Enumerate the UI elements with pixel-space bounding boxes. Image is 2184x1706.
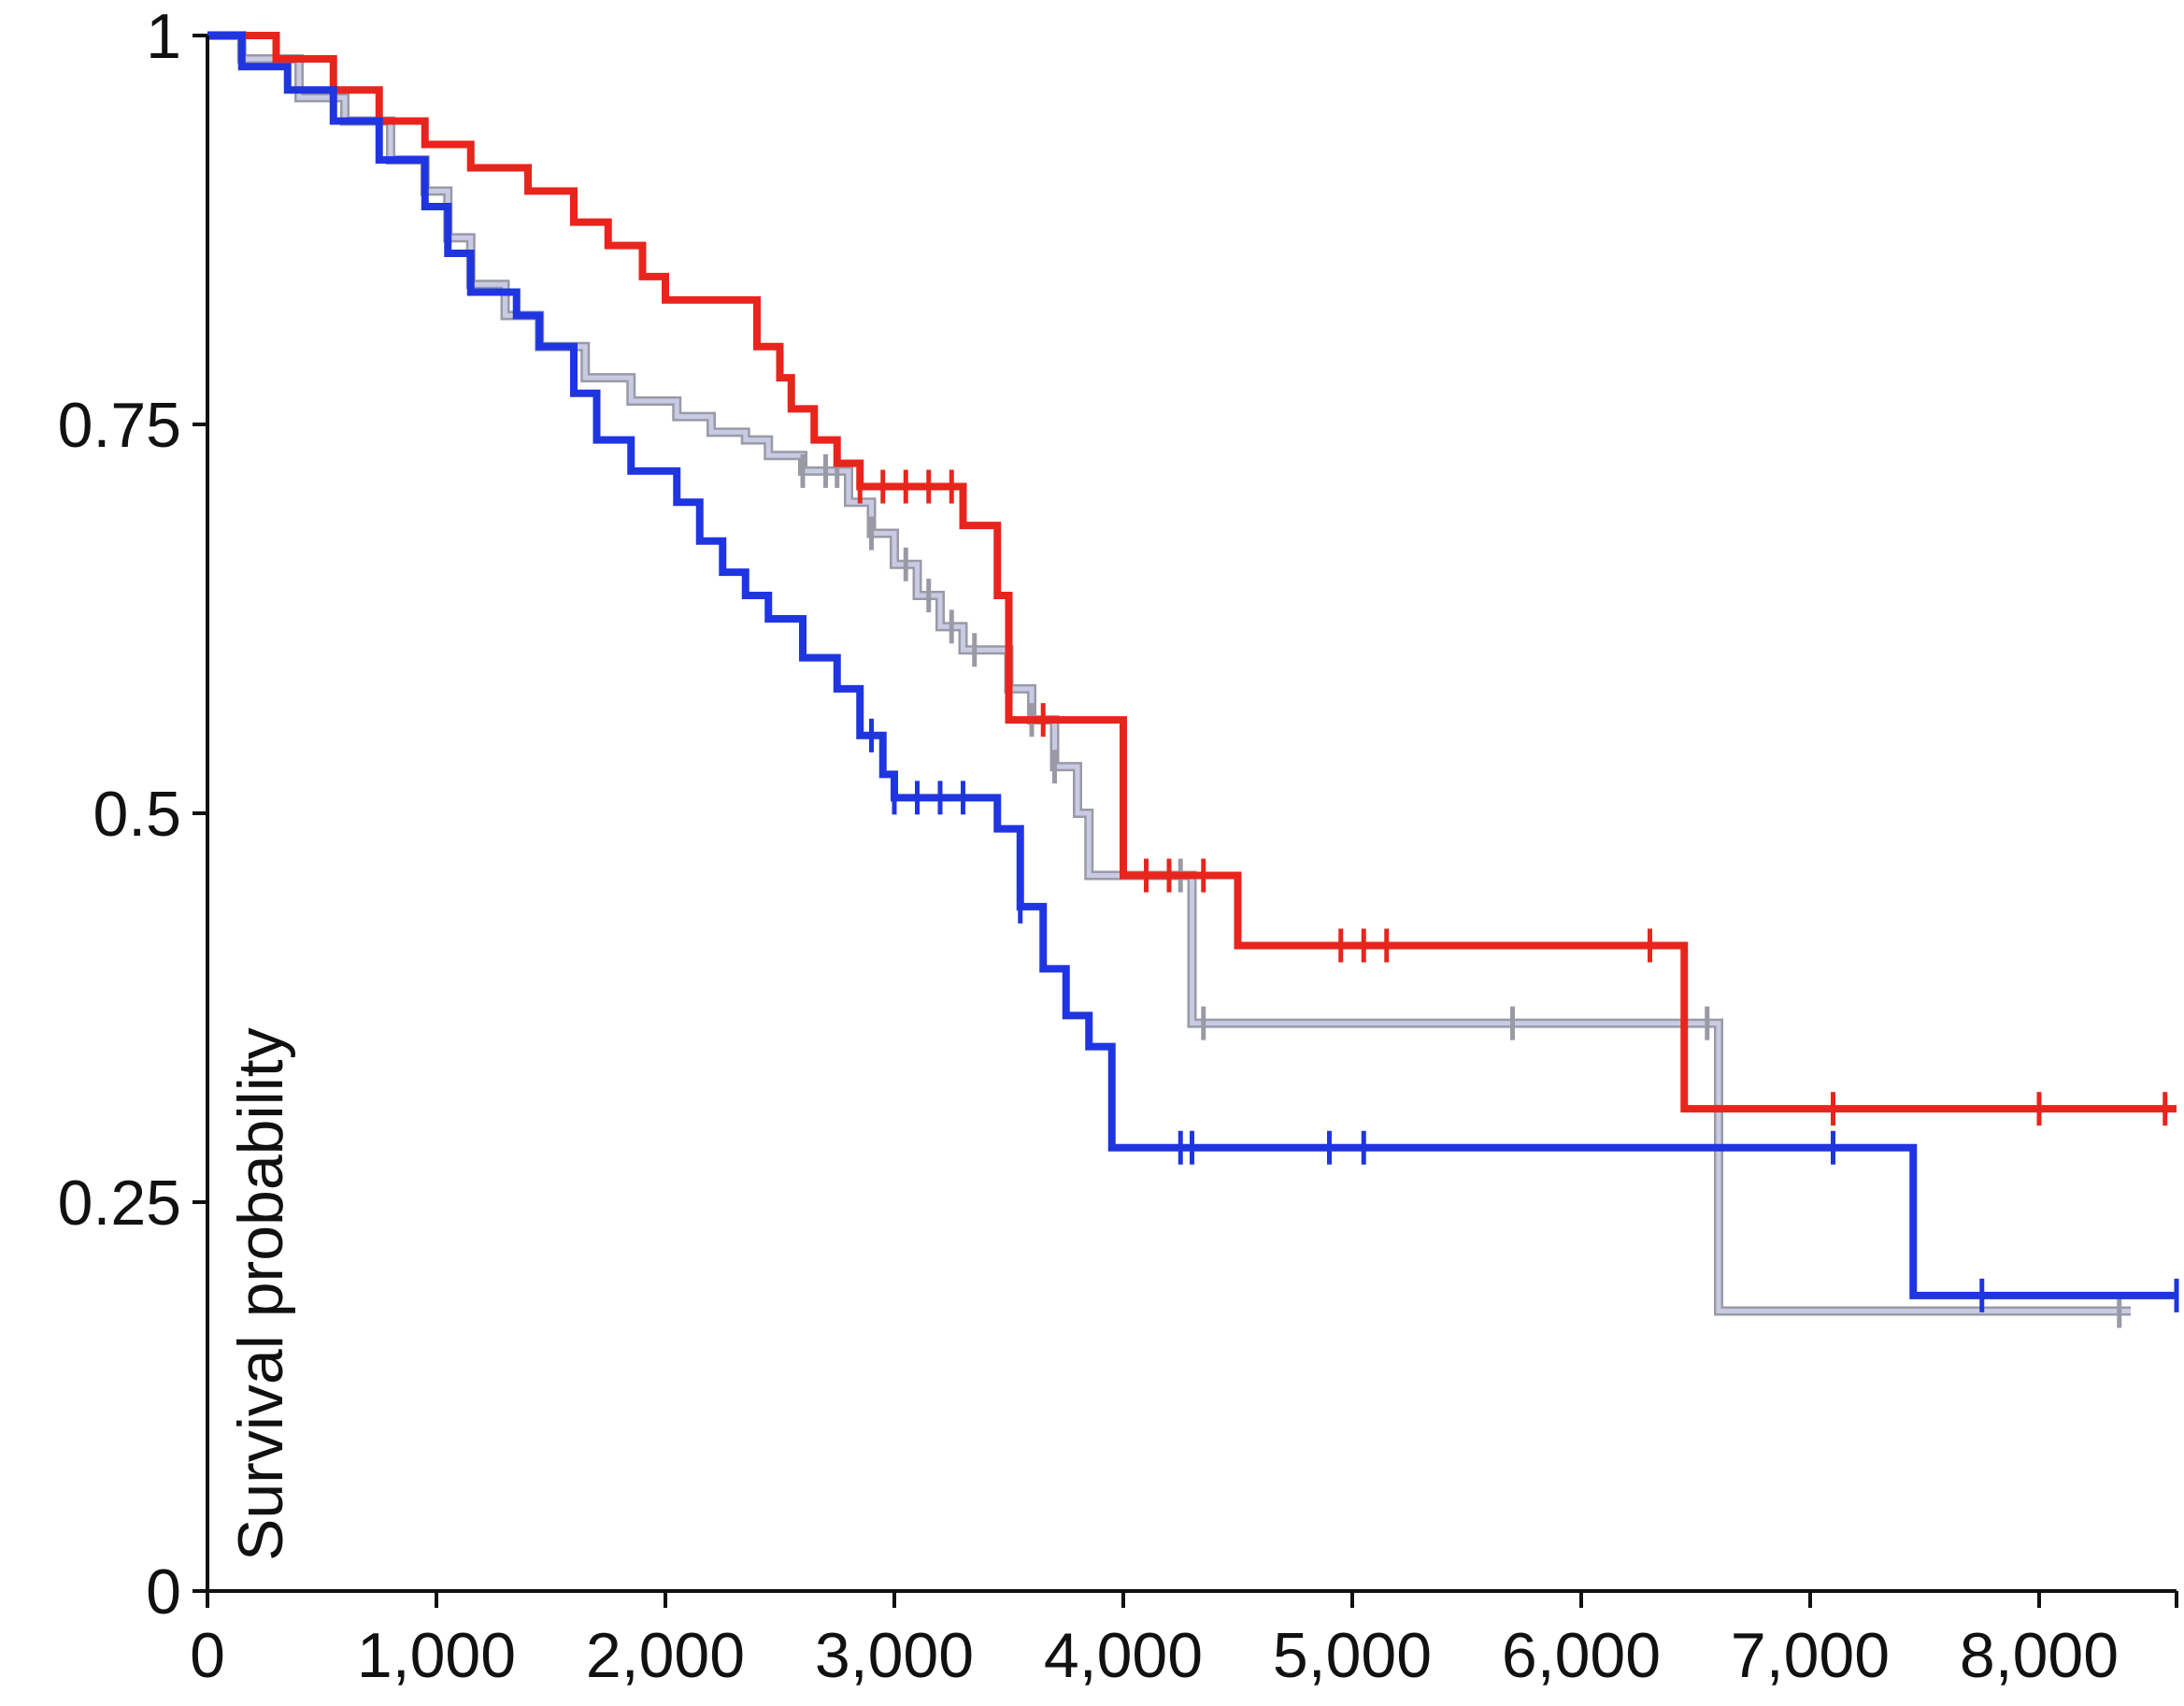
x-tick-label: 7,000 [1731,1620,1890,1691]
x-tick-label: 4,000 [1044,1620,1203,1691]
x-tick-label: 1,000 [357,1620,516,1691]
x-tick-label: 5,000 [1273,1620,1432,1691]
x-axis-ticks: 0 1,000 2,000 3,000 4,000 5,000 6,000 7,000 8,00… [190,1591,2178,1691]
y-tick-label: 0.75 [58,390,181,461]
x-tick-label: 0 [190,1620,225,1691]
series-0-line-outline [207,31,2131,1316]
y-tick-label: 0.5 [93,779,181,850]
x-tick-label: 3,000 [815,1620,974,1691]
y-axis-title: Survival probability [225,1027,296,1561]
y-axis-ticks: 0 0.25 0.5 0.75 1 [58,1,207,1627]
series-layer [207,31,2179,1328]
x-tick-label: 6,000 [1502,1620,1661,1691]
x-tick-label: 2,000 [586,1620,745,1691]
x-tick-label: 8,000 [1960,1620,2119,1691]
series-2-line [207,32,2177,1299]
series-0-line [207,33,2131,1313]
y-tick-label: 0.25 [58,1168,181,1239]
y-tick-label: 1 [146,1,181,72]
series-1-line [207,32,2177,1113]
y-tick-label: 0 [146,1556,181,1627]
